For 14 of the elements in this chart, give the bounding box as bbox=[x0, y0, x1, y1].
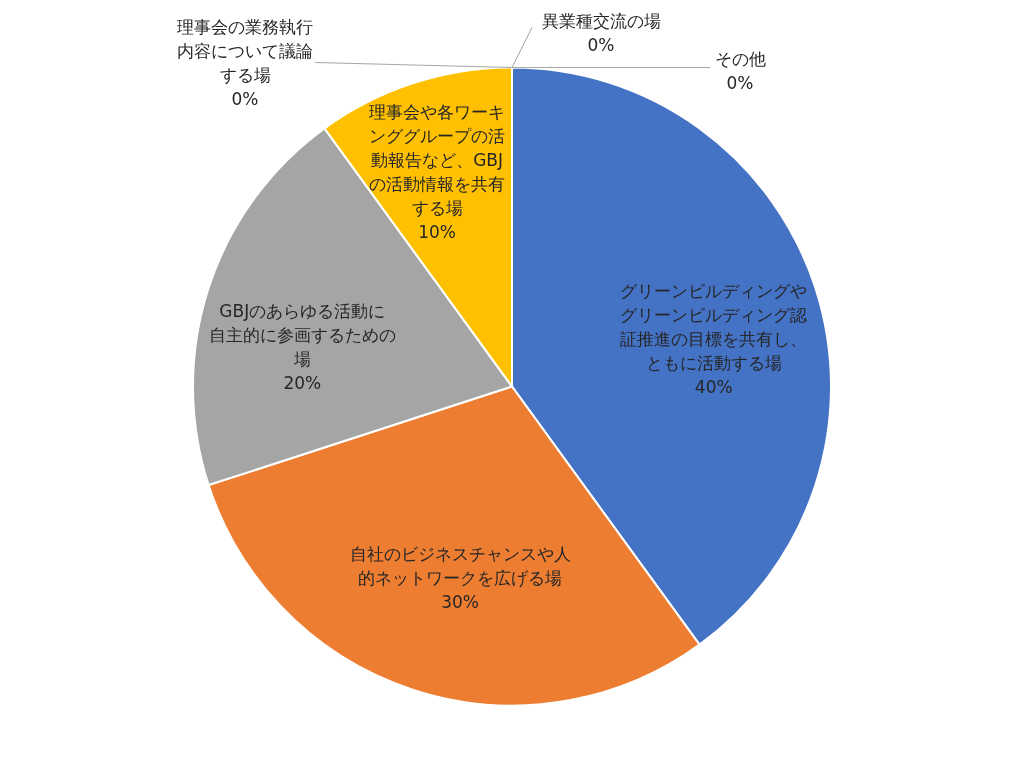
data-label: 20% bbox=[283, 372, 322, 393]
data-label: 10% bbox=[418, 221, 456, 242]
category-label: 異業種交流の場 bbox=[541, 10, 661, 31]
category-label: その他 bbox=[714, 48, 766, 69]
text: 0% bbox=[231, 88, 259, 109]
slice-label: 自社のビジネスチャンスや人的ネットワークを広げる場 bbox=[349, 544, 571, 589]
category-label: 理事会の業務執行内容について議論する場 bbox=[177, 16, 313, 85]
slice-label: GBJのあらゆる活動に自主的に参画するための場 bbox=[208, 300, 396, 369]
slice-label: 理事会や各ワーキンググループの活動報告など、GBJの活動情報を共有する場 bbox=[369, 101, 506, 218]
text: 0% bbox=[587, 34, 615, 55]
slice-label: グリーンビルディングやグリーンビルディング認証推進の目標を共有し、ともに活動する場 bbox=[620, 280, 808, 373]
text: 0% bbox=[726, 72, 754, 93]
data-label: 40% bbox=[694, 376, 733, 397]
data-label: 30% bbox=[441, 592, 479, 613]
